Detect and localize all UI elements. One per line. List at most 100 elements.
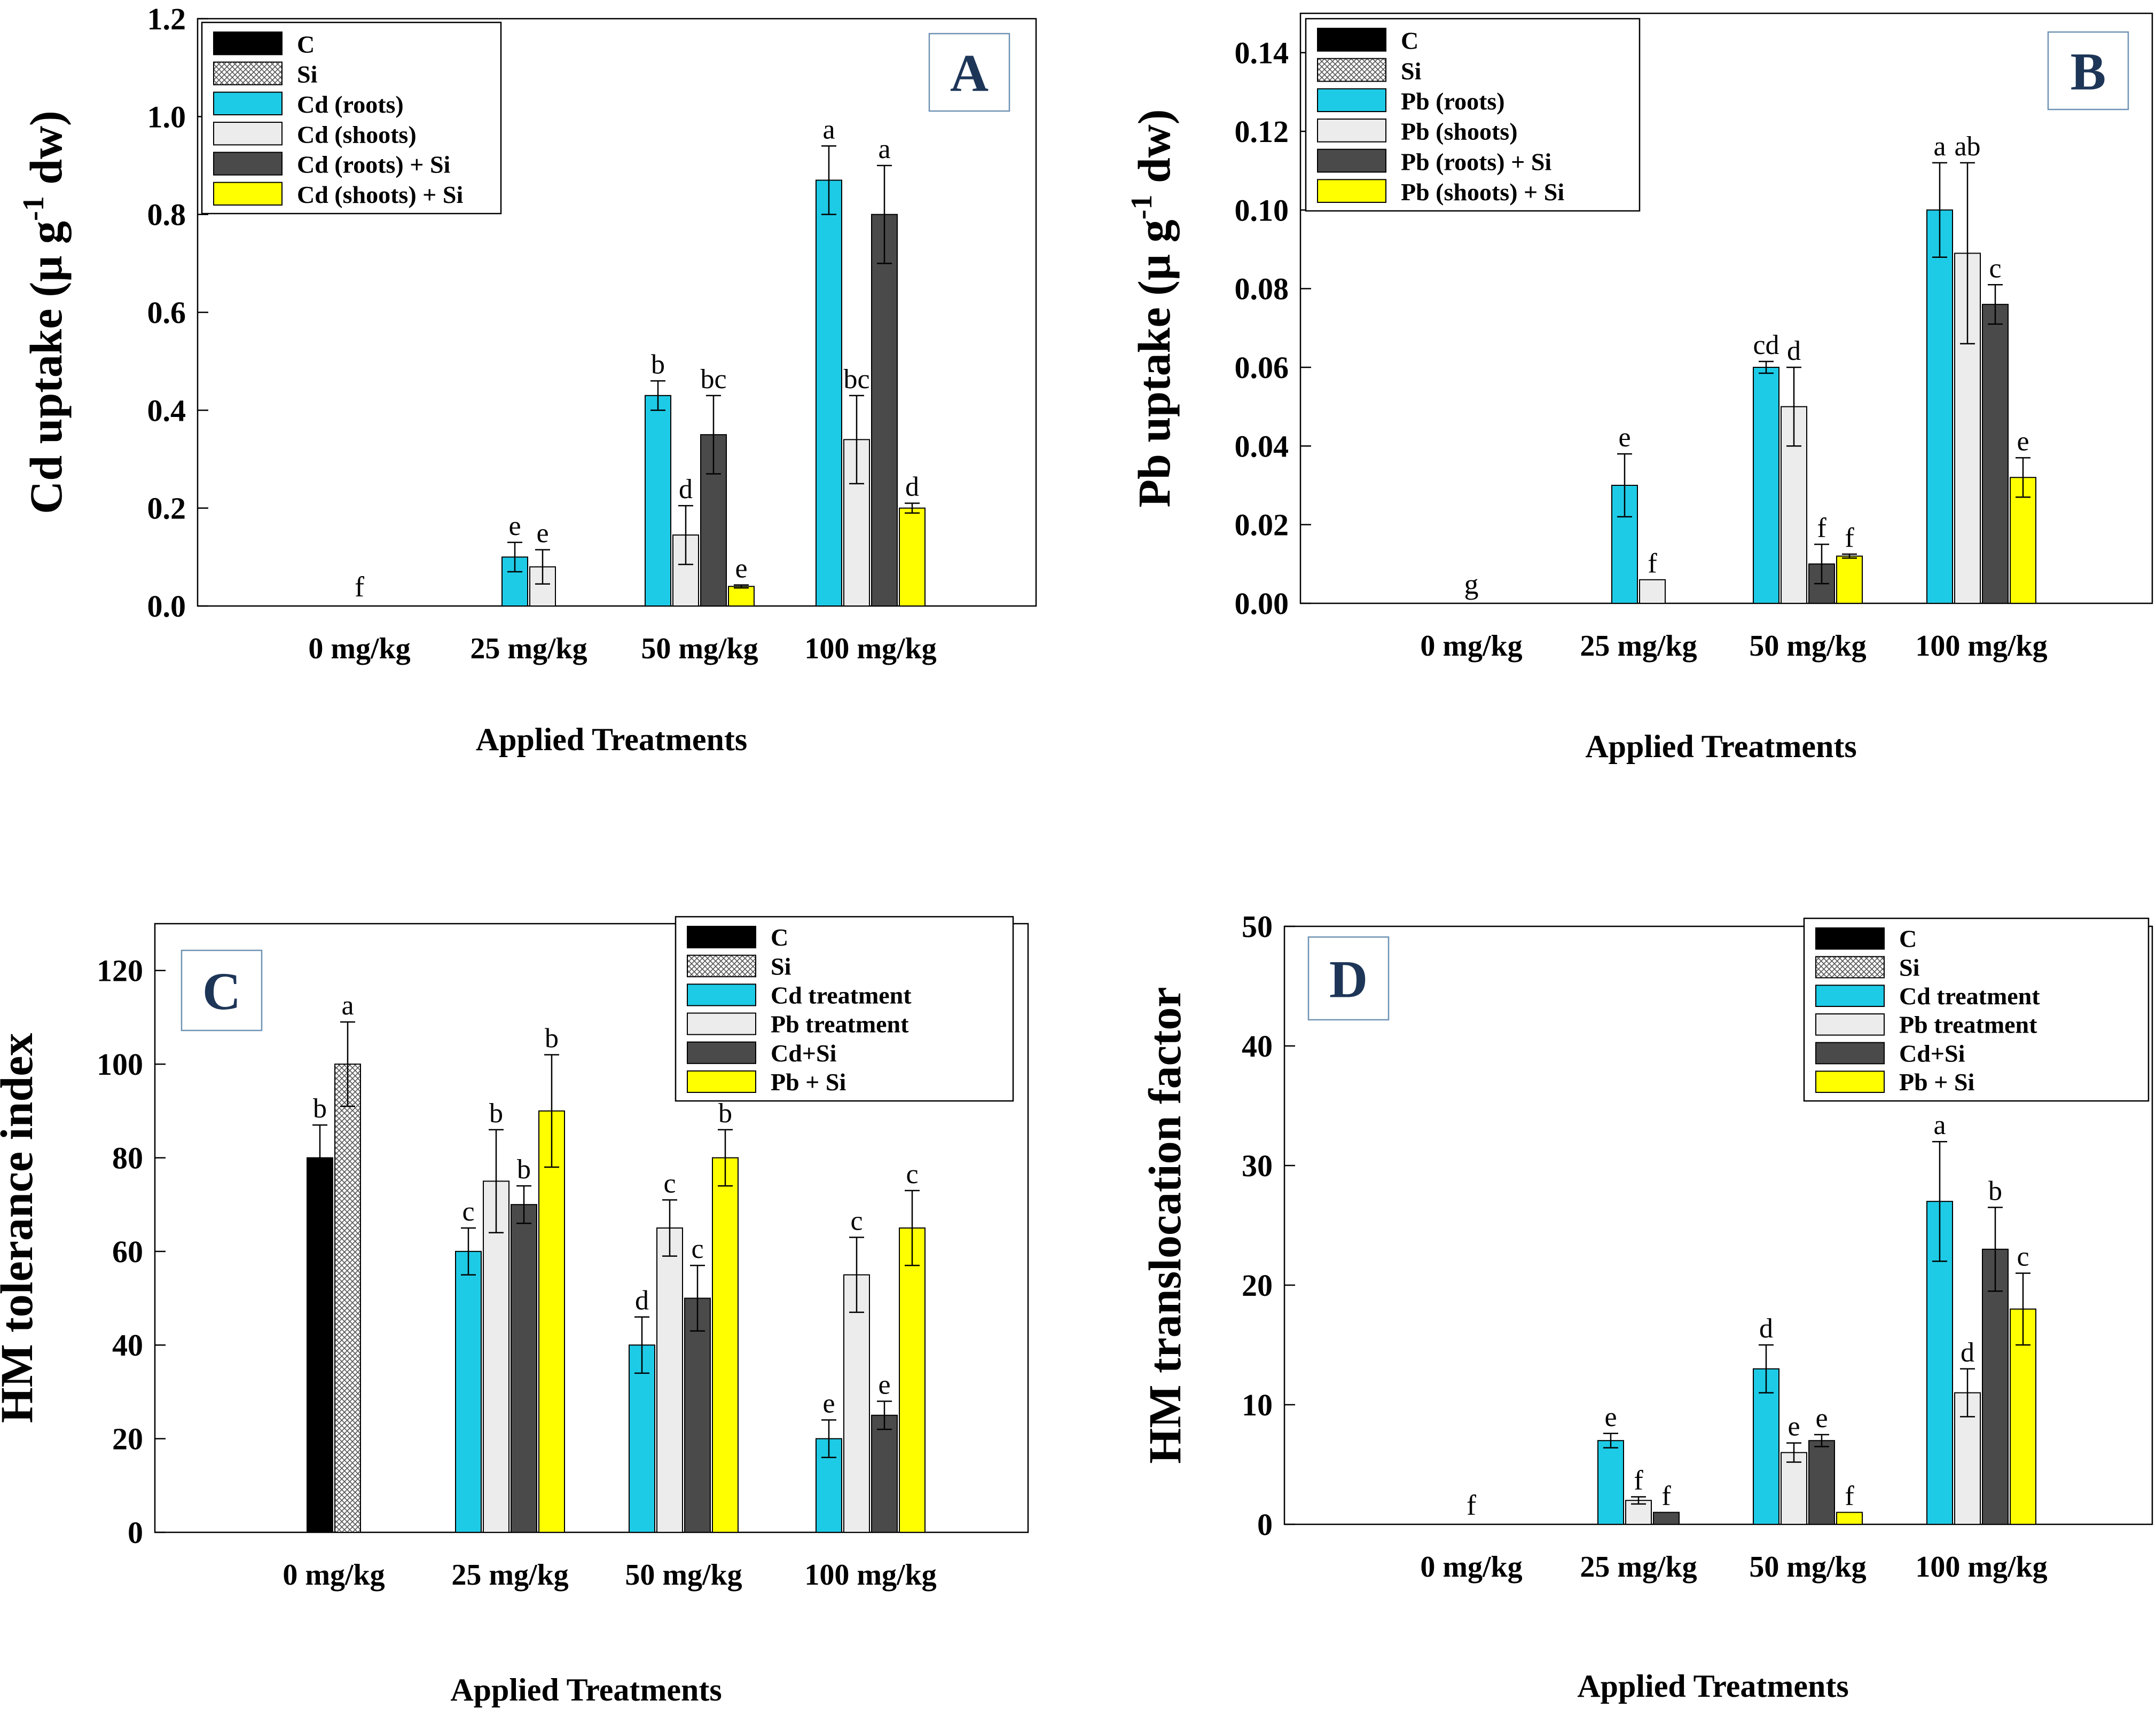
legend-swatch <box>687 1012 756 1035</box>
significance-letter: f <box>1845 1481 1854 1512</box>
bar-c-s3-c2 <box>455 1250 482 1533</box>
x-tick-label: 0 mg/kg <box>283 1558 385 1592</box>
y-tick-label: 0.8 <box>147 198 186 232</box>
bar-d-s5-c3 <box>1808 1440 1835 1525</box>
error-bar <box>461 1227 476 1276</box>
y-tick-label: 1.0 <box>147 99 186 134</box>
y-tick-label: 0 <box>128 1515 143 1550</box>
significance-letter: e <box>1604 1402 1617 1432</box>
legend-swatch <box>1317 58 1386 82</box>
x-axis-label: Applied Treatments <box>450 1672 722 1707</box>
plot-frame <box>1283 925 2153 1525</box>
legend-swatch <box>213 182 283 206</box>
error-bar <box>1617 453 1632 518</box>
error-bar <box>1786 366 1801 447</box>
error-bar <box>1814 1434 1829 1447</box>
significance-letter: b <box>651 349 665 380</box>
y-tick-label: 60 <box>112 1234 143 1269</box>
x-tick-label: 0 mg/kg <box>308 632 410 665</box>
x-tick-label: 50 mg/kg <box>641 632 758 665</box>
error-bar <box>1786 1442 1801 1463</box>
legend-label: Cd (roots) <box>297 91 404 118</box>
legend-swatch <box>213 122 283 146</box>
significance-letter: e <box>822 1389 835 1419</box>
y-tick-label: 20 <box>1242 1268 1273 1303</box>
svg-text:A: A <box>950 44 989 103</box>
legend: C Si Cd (roots) Cd (shoots) Cd (roots) + Si C… <box>201 21 502 215</box>
y-axis-label: HM tolerance index <box>0 1033 42 1423</box>
legend-label: Pb (shoots) <box>1401 118 1518 145</box>
error-bar <box>1932 1140 1947 1262</box>
legend-swatch <box>1317 179 1386 203</box>
significance-letter: cd <box>1753 330 1779 360</box>
error-bar <box>516 1185 531 1224</box>
legend-swatch <box>1317 88 1386 112</box>
chart-panel-b: 0.00 0.02 0.04 0.06 0.08 0.10 0.12 0.14 0 mg/kg g… <box>1125 12 2153 764</box>
bar-a-s3-c3 <box>645 395 671 607</box>
bar-d-s6-c3 <box>1836 1512 1863 1525</box>
significance-letter: f <box>355 571 364 603</box>
significance-letter: a <box>1933 1110 1946 1140</box>
y-tick-label: 0.0 <box>147 589 186 624</box>
bar-b-s3-c3 <box>1753 367 1779 604</box>
legend-label: C <box>771 924 788 951</box>
legend-swatch <box>1815 956 1885 979</box>
significance-letter: b <box>517 1154 531 1185</box>
error-bar <box>634 1316 649 1374</box>
significance-letter: d <box>1961 1337 1974 1368</box>
y-tick-label: 0.14 <box>1235 36 1289 70</box>
bar-c-s5-c3 <box>684 1297 711 1533</box>
legend-swatch <box>213 152 283 176</box>
legend-swatch <box>213 32 283 56</box>
error-bar <box>1988 284 2003 325</box>
error-bar <box>2016 457 2030 498</box>
y-tick-label: 0.02 <box>1235 508 1289 542</box>
significance-letter: f <box>1648 548 1657 579</box>
panel-label: B <box>2047 31 2129 111</box>
legend-swatch <box>687 1070 756 1093</box>
legend-swatch <box>1317 148 1386 173</box>
error-bar <box>489 1129 504 1234</box>
legend-swatch <box>1815 1013 1885 1036</box>
significance-letter: e <box>1815 1403 1828 1434</box>
significance-letter: f <box>1845 523 1854 553</box>
y-tick-label: 0.06 <box>1235 350 1289 385</box>
x-axis-label: Applied Treatments <box>1585 729 1856 764</box>
significance-letter: d <box>679 474 693 505</box>
legend-label: Cd+Si <box>771 1040 837 1067</box>
y-tick-label: 0 <box>1257 1507 1273 1542</box>
legend-label: C <box>1899 925 1917 953</box>
y-axis-label: Pb uptake (µ g-1 dw) <box>1125 109 1180 507</box>
significance-letter: b <box>313 1093 327 1124</box>
error-bar <box>849 1237 864 1313</box>
significance-letter: ab <box>1954 131 1980 162</box>
legend-label: Pb (roots) + Si <box>1401 148 1551 175</box>
plot-frame <box>154 923 1029 1533</box>
significance-letter: c <box>691 1234 703 1264</box>
y-tick-label: 100 <box>97 1047 143 1082</box>
significance-letter: c <box>1989 253 2001 284</box>
error-bar <box>507 541 522 573</box>
error-bar <box>905 1190 920 1266</box>
legend-swatch <box>687 955 756 978</box>
legend-label: Pb treatment <box>1899 1011 2037 1038</box>
y-tick-label: 0.04 <box>1235 429 1289 463</box>
error-bar <box>662 1199 677 1257</box>
significance-letter: a <box>341 990 354 1021</box>
panel-label: C <box>181 949 263 1032</box>
significance-letter: bc <box>843 364 869 395</box>
legend-label: Cd (roots) + Si <box>297 151 451 178</box>
bar-c-s3-c3 <box>629 1344 655 1533</box>
y-tick-label: 30 <box>1242 1148 1273 1183</box>
panel-label: A <box>928 33 1010 112</box>
error-bar <box>1932 162 1947 258</box>
error-bar <box>905 502 920 514</box>
x-axis-label: Applied Treatments <box>476 722 747 757</box>
y-axis-label: HM translocation factor <box>1139 987 1190 1463</box>
y-tick-label: 50 <box>1242 909 1273 944</box>
bar-c-s5-c4 <box>871 1414 898 1533</box>
